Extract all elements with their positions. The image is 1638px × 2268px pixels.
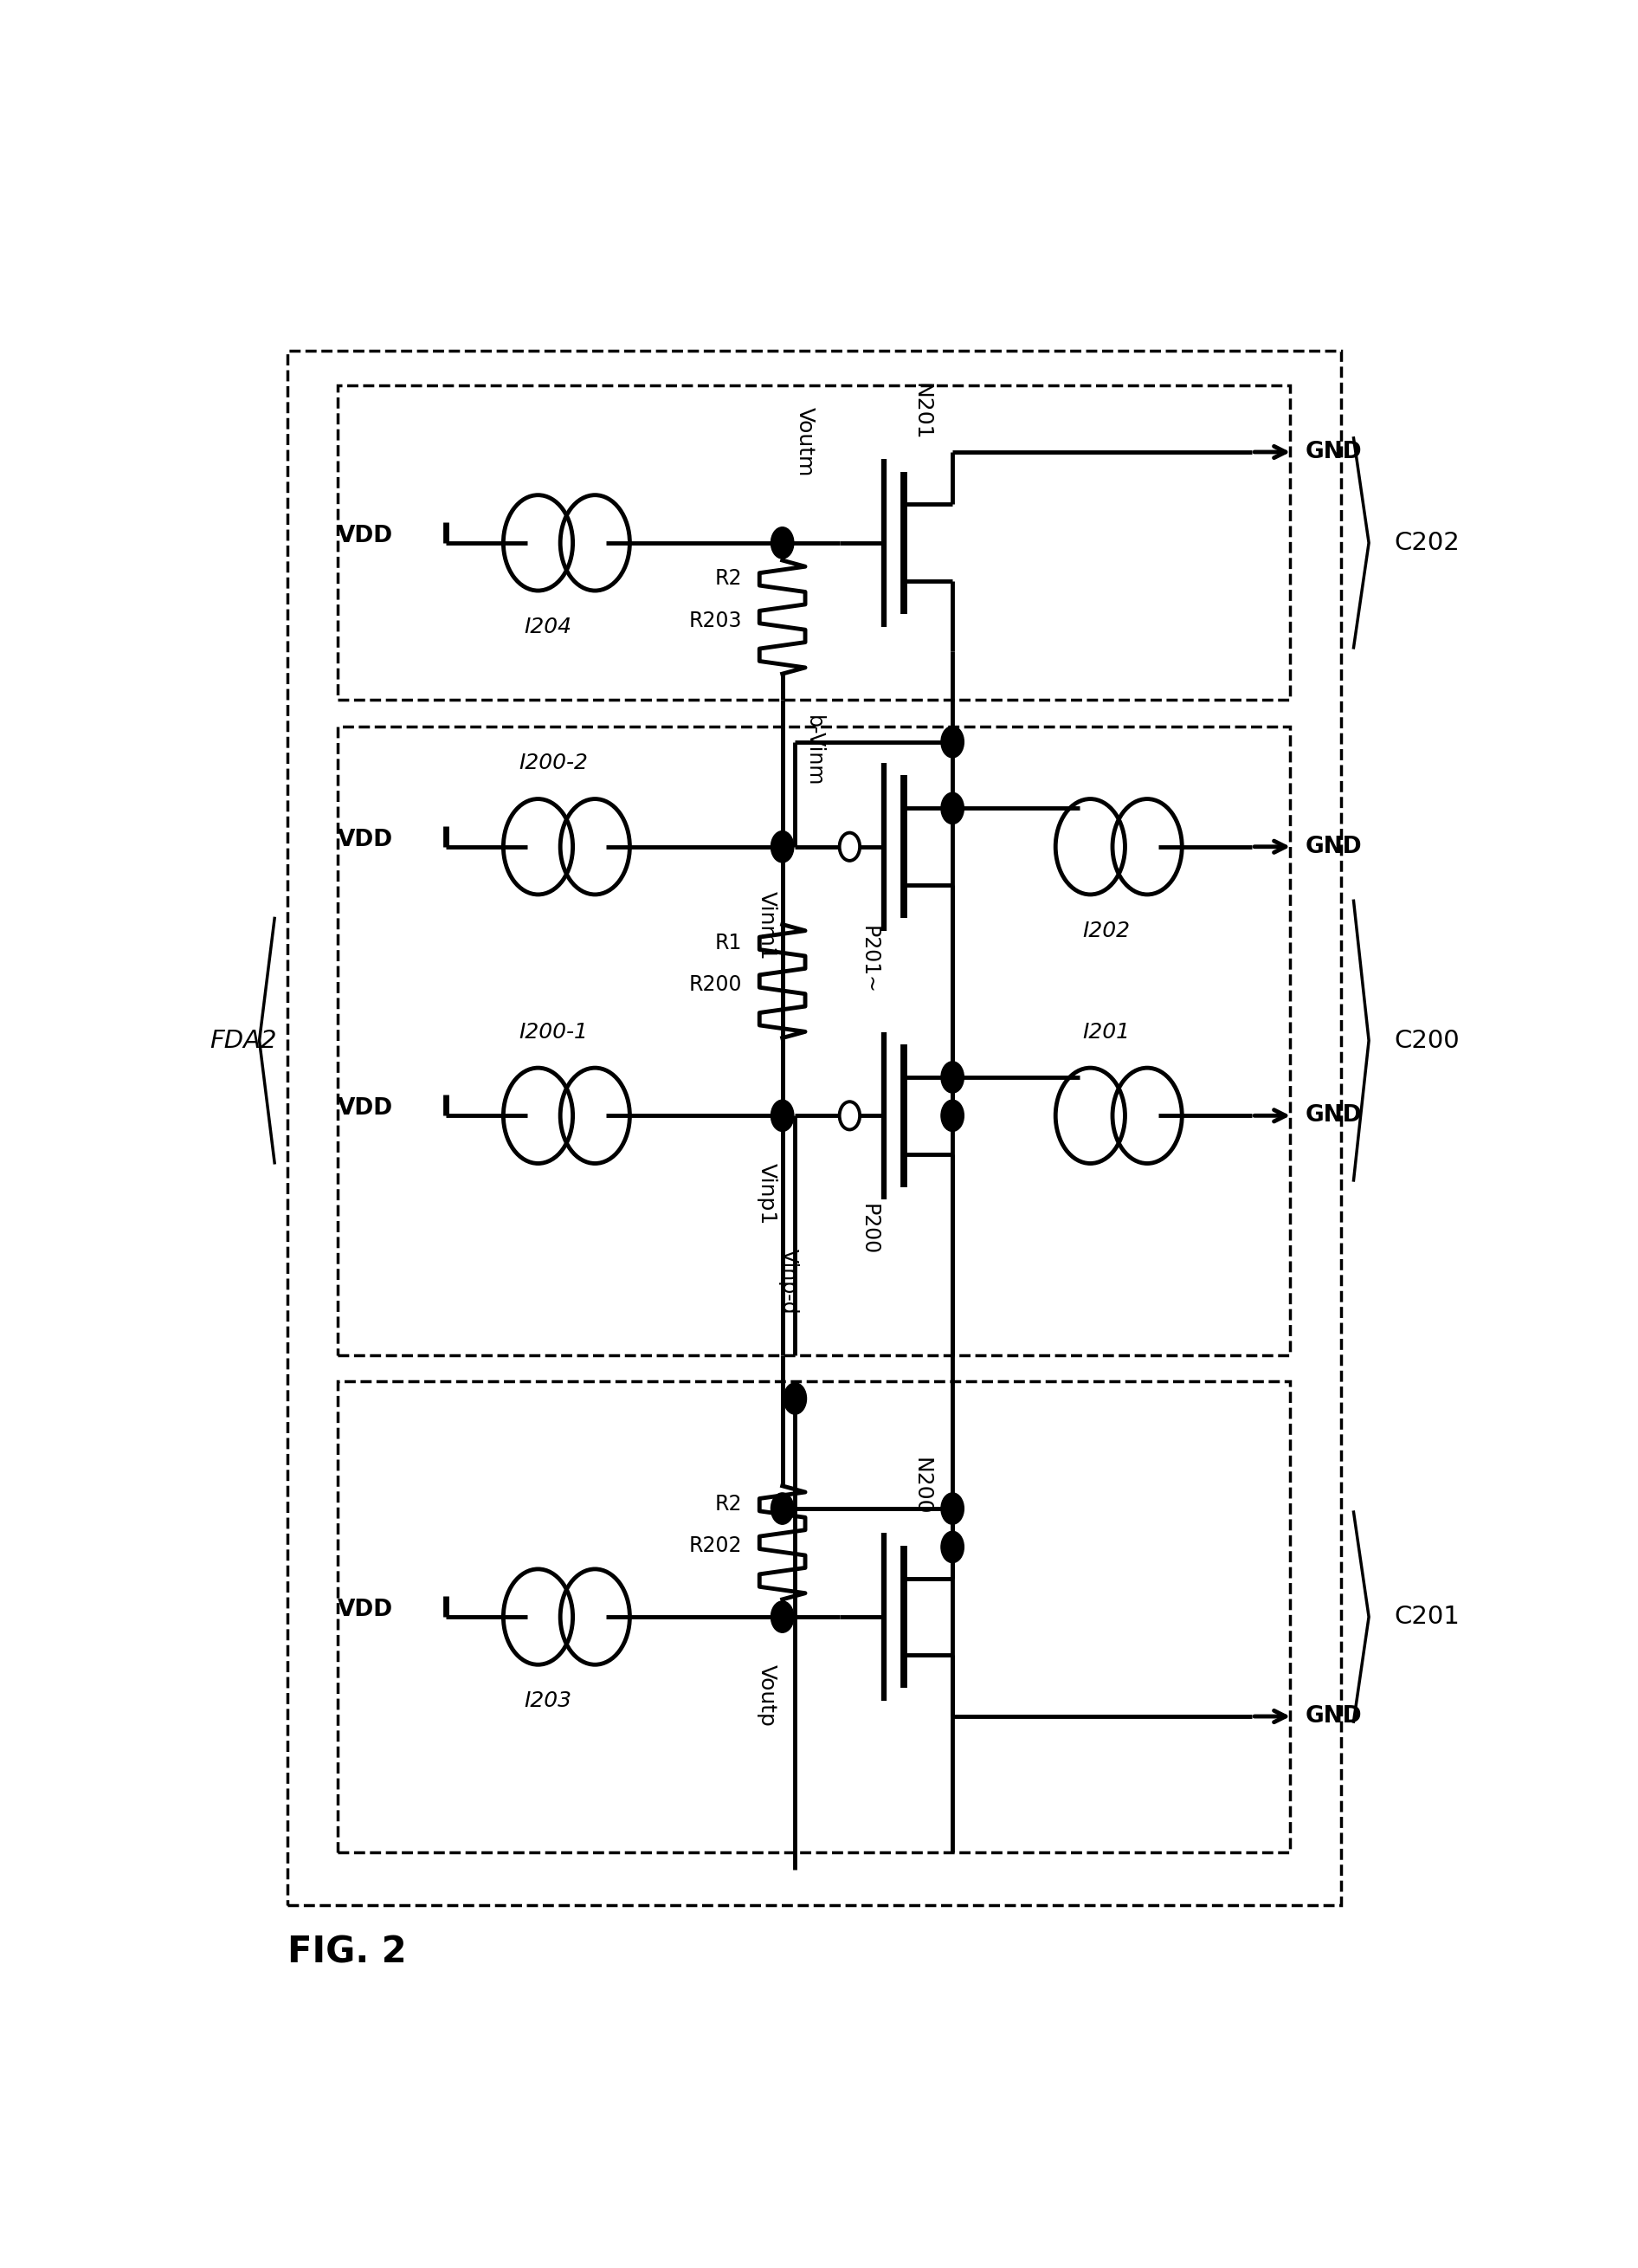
Text: Vinm1: Vinm1 [757,891,778,959]
Bar [337,1381,1291,1853]
Text: R202: R202 [688,1535,742,1556]
Text: FDA2: FDA2 [210,1027,277,1052]
Circle shape [783,1383,806,1415]
Text: VDD: VDD [337,828,393,850]
Text: I200-2: I200-2 [519,753,588,773]
Bar [337,386,1291,701]
Text: FIG. 2: FIG. 2 [287,1935,406,1971]
Circle shape [771,526,794,558]
Text: I201: I201 [1083,1021,1130,1043]
Circle shape [942,1061,963,1093]
Text: I204: I204 [524,617,572,637]
Bar [337,726,1291,1354]
Text: Voutm: Voutm [794,406,816,476]
Text: R1: R1 [714,932,742,953]
Text: VDD: VDD [337,524,393,547]
Text: GND: GND [1305,835,1363,857]
Text: R2: R2 [714,569,742,590]
Text: VDD: VDD [337,1599,393,1622]
Text: C202: C202 [1394,531,1459,556]
Text: R203: R203 [688,610,742,631]
Text: Vinp-d: Vinp-d [778,1250,799,1313]
Text: I202: I202 [1083,921,1130,941]
Circle shape [942,1492,963,1524]
Circle shape [771,1601,794,1633]
Text: I203: I203 [524,1690,572,1710]
Text: GND: GND [1305,1105,1363,1127]
Text: C200: C200 [1394,1027,1459,1052]
Circle shape [771,1100,794,1132]
Circle shape [942,1531,963,1563]
Text: N200: N200 [912,1456,932,1515]
Text: Voutp: Voutp [757,1665,778,1726]
Circle shape [942,726,963,758]
Bar [287,352,1342,1905]
Text: R200: R200 [688,975,742,996]
Circle shape [942,792,963,823]
Text: R2: R2 [714,1495,742,1515]
Circle shape [942,1100,963,1132]
Text: GND: GND [1305,440,1363,463]
Text: P200: P200 [858,1204,880,1254]
Text: GND: GND [1305,1706,1363,1728]
Text: VDD: VDD [337,1098,393,1120]
Text: C201: C201 [1394,1606,1459,1628]
Text: b-Vinm: b-Vinm [804,714,824,787]
Text: I200-1: I200-1 [519,1021,588,1043]
Circle shape [771,830,794,862]
Circle shape [771,1492,794,1524]
Text: N201: N201 [912,383,932,440]
Text: P201~: P201~ [858,925,880,993]
Text: Vinp1: Vinp1 [757,1163,778,1225]
